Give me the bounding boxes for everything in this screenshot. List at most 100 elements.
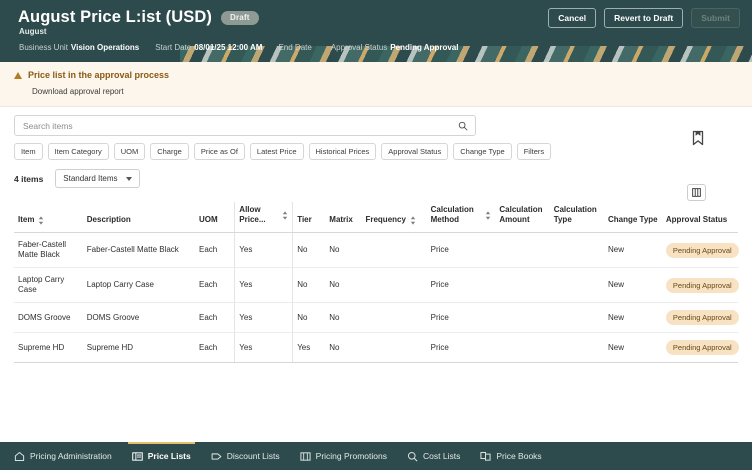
search-input[interactable]: [15, 116, 475, 136]
cell-calculation-amount: [495, 267, 550, 303]
chip-historical-prices[interactable]: Historical Prices: [308, 143, 377, 160]
cell-calculation-method: Price: [426, 302, 496, 333]
cell-description: Laptop Carry Case: [82, 267, 195, 303]
cell-allow-price: Yes: [234, 267, 294, 303]
items-table: Item Description UOM Allow Price... Tier…: [14, 202, 739, 363]
col-calculation-amount-label: Calculation Amount: [499, 205, 543, 224]
nav-item-price-books[interactable]: Price Books: [480, 442, 542, 470]
bookmark-icon[interactable]: [690, 130, 706, 146]
cancel-button[interactable]: Cancel: [548, 8, 597, 28]
nav-item-pricing-promotions[interactable]: Pricing Promotions: [300, 442, 387, 470]
download-approval-report-link[interactable]: Download approval report: [32, 87, 124, 96]
cell-approval-status: Pending Approval: [661, 332, 739, 363]
meta-value: Pending Approval: [390, 43, 459, 52]
home-icon: [14, 451, 25, 461]
title-row: August Price L:ist (USD) Draft: [18, 8, 259, 27]
table-header-row: Item Description UOM Allow Price... Tier…: [14, 202, 738, 233]
view-select[interactable]: Standard Items: [55, 169, 140, 188]
sort-arrows-icon[interactable]: [38, 215, 44, 225]
col-approval-status[interactable]: Approval Status: [661, 202, 738, 233]
cell-item: Faber-Castell Matte Black: [14, 232, 83, 268]
search-box[interactable]: [14, 115, 476, 136]
cell-uom: Each: [194, 302, 235, 333]
cell-description: Supreme HD: [82, 332, 195, 363]
table-body: Faber-Castell Matte Black Faber-Castell …: [14, 232, 739, 363]
cell-item: Supreme HD: [14, 332, 83, 363]
col-calculation-amount[interactable]: Calculation Amount: [495, 202, 550, 233]
status-badge: Pending Approval: [665, 242, 739, 258]
col-uom[interactable]: UOM: [194, 202, 235, 233]
col-tier[interactable]: Tier: [292, 202, 326, 233]
nav-item-price-lists[interactable]: Price Lists: [127, 442, 195, 470]
meta-approval-status: Approval Status Pending Approval: [331, 43, 459, 52]
col-description[interactable]: Description: [82, 202, 195, 233]
search-icon[interactable]: [458, 121, 468, 131]
cell-calculation-amount: [495, 232, 550, 268]
sort-arrows-icon[interactable]: [410, 215, 416, 225]
cell-uom: Each: [194, 267, 235, 303]
col-item[interactable]: Item: [14, 202, 83, 233]
table-head: Item Description UOM Allow Price... Tier…: [14, 202, 738, 233]
cell-allow-price: Yes: [234, 302, 294, 333]
cell-calculation-type: [549, 267, 604, 303]
chip-item-category[interactable]: Item Category: [47, 143, 109, 160]
chip-filters[interactable]: Filters: [516, 143, 552, 160]
cell-calculation-type: [549, 302, 604, 333]
col-matrix[interactable]: Matrix: [325, 202, 362, 233]
meta-start-date: Start Date 08/01/25 12:00 AM: [155, 43, 262, 52]
cell-matrix: No: [325, 267, 362, 303]
price-list-icon: [131, 451, 143, 461]
page-title: August Price L:ist (USD): [18, 8, 212, 26]
filter-chip-row: Item Item Category UOM Charge Price as O…: [0, 136, 752, 160]
col-frequency[interactable]: Frequency: [361, 202, 427, 233]
cell-tier: No: [292, 267, 326, 303]
columns-settings-button[interactable]: [687, 184, 706, 201]
col-change-type[interactable]: Change Type: [603, 202, 662, 233]
cell-item: Laptop Carry Case: [14, 267, 83, 303]
table-row[interactable]: Supreme HD Supreme HD Each Yes Yes No Pr…: [14, 332, 739, 363]
table-row[interactable]: DOMS Groove DOMS Groove Each Yes No No P…: [14, 302, 739, 333]
nav-label: Pricing Administration: [30, 451, 112, 461]
nav-label: Price Lists: [147, 451, 191, 461]
chip-change-type[interactable]: Change Type: [453, 143, 512, 160]
chip-item[interactable]: Item: [14, 143, 43, 160]
col-item-label: Item: [18, 215, 35, 224]
submit-button: Submit: [691, 8, 740, 28]
chip-uom[interactable]: UOM: [113, 143, 146, 160]
chip-charge[interactable]: Charge: [150, 143, 189, 160]
list-summary-row: 4 items Standard Items: [0, 160, 752, 188]
col-allow-price[interactable]: Allow Price...: [234, 202, 294, 233]
col-calculation-type[interactable]: Calculation Type: [549, 202, 604, 233]
sort-arrows-icon[interactable]: [282, 210, 288, 220]
bottom-navigation: Pricing Administration Price Lists Disco…: [0, 442, 752, 470]
status-badge: Pending Approval: [665, 277, 739, 293]
chip-price-as-of[interactable]: Price as Of: [193, 143, 245, 160]
revert-to-draft-button[interactable]: Revert to Draft: [604, 8, 684, 28]
col-calculation-method[interactable]: Calculation Method: [426, 202, 496, 233]
cell-calculation-amount: [495, 302, 550, 333]
cell-tier: No: [292, 232, 326, 268]
book-icon: [480, 451, 491, 461]
table-row[interactable]: Laptop Carry Case Laptop Carry Case Each…: [14, 267, 739, 303]
sort-arrows-icon[interactable]: [485, 210, 491, 220]
col-calculation-method-label: Calculation Method: [430, 205, 474, 224]
cell-matrix: No: [325, 302, 362, 333]
warning-triangle-icon: [14, 71, 22, 79]
cell-calculation-method: Price: [426, 267, 496, 303]
cell-calculation-method: Price: [426, 332, 496, 363]
nav-item-pricing-administration[interactable]: Pricing Administration: [14, 442, 112, 470]
chip-latest-price[interactable]: Latest Price: [249, 143, 304, 160]
col-approval-status-label: Approval Status: [665, 215, 728, 224]
cell-allow-price: Yes: [234, 332, 294, 363]
cell-description: DOMS Groove: [82, 302, 195, 333]
status-badge: Draft: [221, 10, 259, 25]
status-badge: Pending Approval: [665, 310, 739, 325]
nav-item-discount-lists[interactable]: Discount Lists: [211, 442, 280, 470]
col-frequency-label: Frequency: [365, 215, 406, 224]
col-description-label: Description: [86, 215, 131, 224]
table-row[interactable]: Faber-Castell Matte Black Faber-Castell …: [14, 232, 739, 268]
nav-label: Cost Lists: [423, 451, 461, 461]
chip-approval-status[interactable]: Approval Status: [381, 143, 449, 160]
header-decoration: [180, 46, 752, 62]
nav-item-cost-lists[interactable]: Cost Lists: [407, 442, 460, 470]
